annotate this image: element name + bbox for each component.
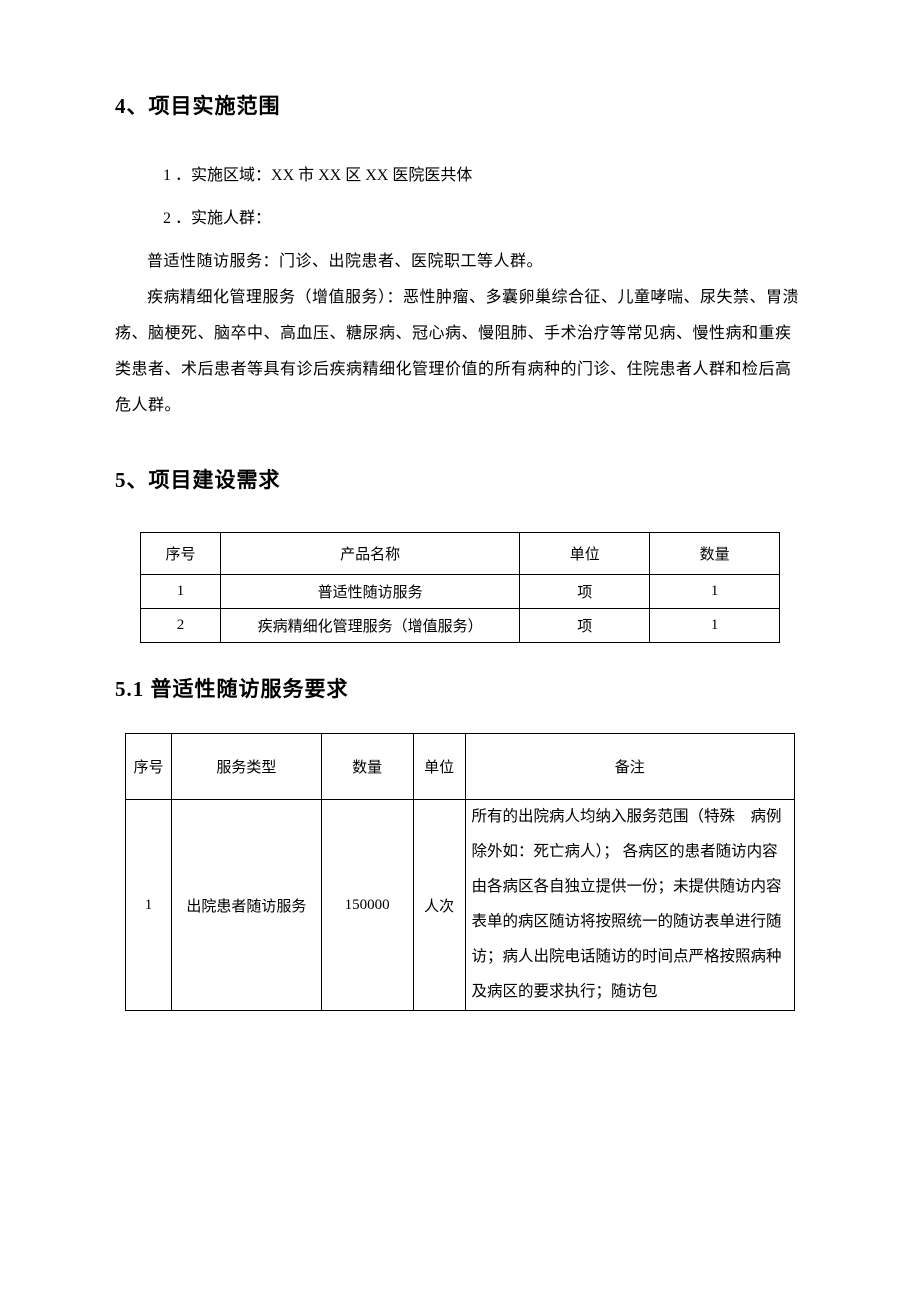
- section-5-1-number: 5.1: [115, 677, 144, 701]
- cell-note: 所有的出院病人均纳入服务范围（特殊 病例除外如：死亡病人）； 各病区的患者随访内…: [465, 800, 794, 1010]
- requirements-table: 序号 产品名称 单位 数量 1 普适性随访服务 项 1 2 疾病精细化管理服务（…: [140, 532, 780, 643]
- section-5-1-title: 普适性随访服务要求: [144, 677, 348, 701]
- section-4-item-1: 1 ．实施区域：XX 市 XX 区 XX 医院医共体: [163, 158, 805, 193]
- col-seq-label: 序号: [133, 760, 163, 776]
- item-2-number: 2 ．: [163, 210, 191, 227]
- para-disease-mgmt: 疾病精细化管理服务（增值服务）：恶性肿瘤、多囊卵巢综合征、儿童哮喘、尿失禁、胃溃…: [115, 280, 805, 424]
- cell-qty: 150000: [321, 800, 413, 1010]
- table-row: 1 普适性随访服务 项 1: [141, 575, 780, 609]
- document-page: 4、项目实施范围 1 ．实施区域：XX 市 XX 区 XX 医院医共体 2 ．实…: [0, 0, 920, 1301]
- cell-unit: 项: [520, 575, 650, 609]
- cell-seq: 2: [141, 609, 221, 643]
- col-unit: 单位: [413, 734, 465, 800]
- section-5-1-heading: 5.1 普适性随访服务要求: [115, 673, 805, 703]
- col-qty: 数量: [321, 734, 413, 800]
- cell-qty: 1: [650, 575, 780, 609]
- table-row: 1 出院患者随访服务 150000 人次 所有的出院病人均纳入服务范围（特殊 病…: [126, 800, 795, 1010]
- cell-unit: 人次: [413, 800, 465, 1010]
- section-4-title: 项目实施范围: [149, 94, 281, 118]
- table-header-row: 序号 服务类型 数量 单位 备注: [126, 734, 795, 800]
- col-seq: 序号: [141, 533, 221, 575]
- cell-seq: 1: [141, 575, 221, 609]
- section-4-heading: 4、项目实施范围: [115, 90, 805, 120]
- col-unit: 单位: [520, 533, 650, 575]
- section-4-paragraphs: 普适性随访服务：门诊、出院患者、医院职工等人群。 疾病精细化管理服务（增值服务）…: [115, 244, 805, 424]
- section-4-number: 4、: [115, 94, 149, 118]
- item-1-text: 实施区域：XX 市 XX 区 XX 医院医共体: [191, 167, 472, 184]
- section-5-title: 项目建设需求: [149, 468, 281, 492]
- col-type: 服务类型: [171, 734, 321, 800]
- col-qty: 数量: [650, 533, 780, 575]
- col-note: 备注: [465, 734, 794, 800]
- table-header-row: 序号 产品名称 单位 数量: [141, 533, 780, 575]
- col-name: 产品名称: [220, 533, 520, 575]
- cell-seq: 1: [126, 800, 172, 1010]
- section-5-number: 5、: [115, 468, 149, 492]
- item-1-number: 1 ．: [163, 167, 191, 184]
- section-5-heading: 5、项目建设需求: [115, 464, 805, 494]
- cell-qty: 1: [650, 609, 780, 643]
- item-2-text: 实施人群：: [191, 210, 271, 227]
- col-seq: 序号: [126, 734, 172, 800]
- section-4-item-2: 2 ．实施人群：: [163, 201, 805, 236]
- cell-unit: 项: [520, 609, 650, 643]
- cell-type: 出院患者随访服务: [171, 800, 321, 1010]
- universal-service-table: 序号 服务类型 数量 单位 备注 1 出院患者随访服务 150000 人次 所有…: [125, 733, 795, 1010]
- table-row: 2 疾病精细化管理服务（增值服务） 项 1: [141, 609, 780, 643]
- cell-name: 疾病精细化管理服务（增值服务）: [220, 609, 520, 643]
- para-universal: 普适性随访服务：门诊、出院患者、医院职工等人群。: [115, 244, 805, 280]
- cell-name: 普适性随访服务: [220, 575, 520, 609]
